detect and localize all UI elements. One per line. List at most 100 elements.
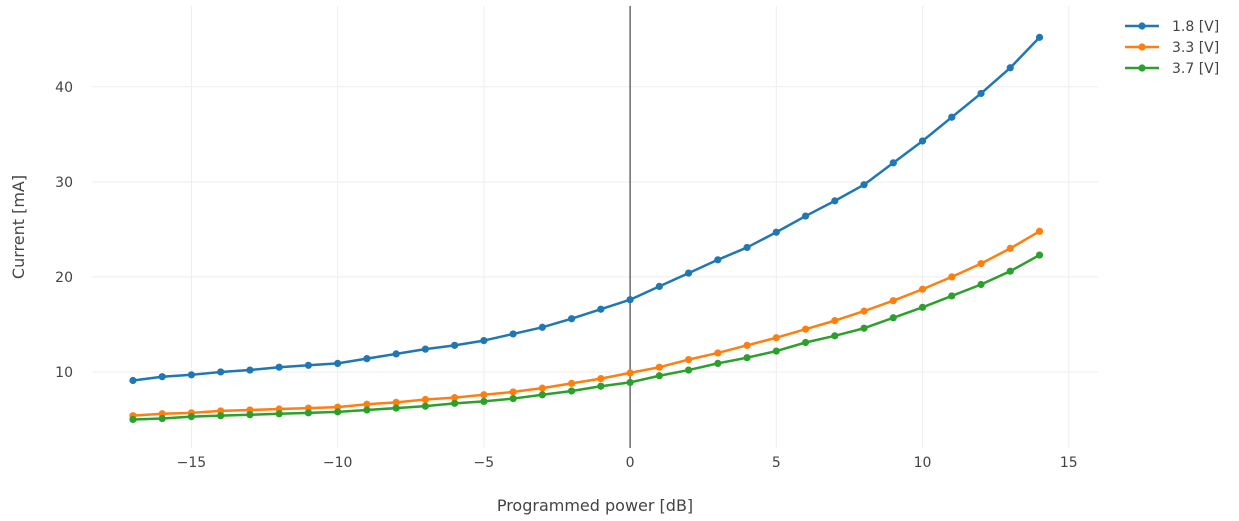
data-point (334, 408, 342, 416)
data-point (684, 356, 693, 364)
legend-label: 3.7 [V] (1172, 61, 1219, 77)
y-tick-label: 10 (55, 365, 73, 381)
y-tick-label: 40 (55, 80, 73, 96)
series-3 (129, 251, 1044, 424)
data-point (538, 323, 546, 331)
data-point (772, 334, 780, 342)
data-point (334, 359, 342, 368)
legend-item[interactable]: 3.7 [V] (1125, 61, 1219, 77)
data-point (860, 324, 868, 332)
data-point (743, 354, 751, 362)
data-point (509, 388, 517, 396)
data-point (977, 280, 985, 289)
data-point (129, 415, 137, 424)
legend[interactable]: 1.8 [V] 3.3 [V] 3.7 [V] (1125, 19, 1219, 77)
series-line (131, 253, 1041, 421)
data-point (246, 366, 254, 374)
x-tick-label: 0 (626, 455, 635, 471)
data-point (187, 371, 196, 379)
data-point (831, 197, 839, 205)
data-point (948, 292, 956, 300)
data-point (421, 395, 429, 404)
data-point (977, 259, 985, 268)
series-2 (129, 227, 1044, 420)
data-point (860, 307, 868, 315)
data-point (1035, 33, 1044, 41)
data-point (801, 338, 810, 347)
x-tick-label: 10 (914, 455, 932, 471)
data-point (918, 137, 927, 145)
data-point (421, 345, 429, 353)
series-line (131, 230, 1041, 417)
data-point (217, 412, 225, 420)
data-point (655, 363, 663, 371)
data-point (626, 296, 634, 304)
data-point (451, 394, 459, 402)
x-tick-label: 15 (1060, 455, 1078, 471)
data-point (714, 359, 722, 368)
data-point (860, 181, 868, 189)
data-point (714, 349, 722, 357)
data-point (451, 399, 459, 407)
y-tick-label: 30 (55, 175, 73, 191)
data-point (129, 376, 137, 385)
x-axis-title: Programmed power [dB] (497, 496, 693, 515)
data-point (626, 378, 634, 387)
data-point (1035, 227, 1044, 235)
series-line (131, 36, 1041, 382)
data-point (597, 375, 605, 383)
legend-label: 1.8 [V] (1172, 19, 1219, 35)
data-point (363, 400, 371, 408)
y-tick-label: 20 (55, 270, 73, 286)
x-tick-labels: −15 −10 −5 0 5 10 15 (177, 455, 1078, 471)
data-point (392, 404, 400, 412)
data-point (714, 256, 722, 264)
data-point (568, 315, 576, 323)
data-point (304, 409, 313, 417)
data-point (217, 368, 225, 376)
data-point (684, 366, 693, 374)
data-point (275, 363, 283, 371)
data-point (275, 410, 283, 418)
data-point (451, 341, 459, 349)
data-point (509, 394, 517, 403)
data-point (948, 113, 956, 121)
data-point (1006, 244, 1014, 252)
data-point (568, 387, 576, 395)
data-point (597, 382, 605, 390)
data-point (509, 330, 517, 338)
data-point (187, 413, 196, 421)
legend-label: 3.3 [V] (1172, 40, 1219, 56)
data-point (684, 269, 693, 277)
x-tick-label: 5 (772, 455, 781, 471)
legend-item[interactable]: 3.3 [V] (1125, 40, 1219, 56)
data-point (480, 397, 488, 406)
grid-lines (92, 6, 1098, 448)
data-point (831, 332, 839, 340)
data-point (743, 243, 751, 252)
data-point (918, 303, 927, 311)
legend-swatch-marker (1138, 64, 1146, 72)
data-point (626, 369, 634, 377)
series-1 (129, 33, 1044, 385)
data-point (246, 411, 254, 419)
data-point (1006, 267, 1014, 275)
data-point (538, 384, 546, 392)
data-point (655, 282, 663, 291)
legend-swatch-marker (1138, 22, 1146, 30)
data-point (801, 212, 810, 220)
y-tick-labels: 10 20 30 40 (55, 80, 73, 381)
data-point (392, 350, 400, 358)
data-point (743, 341, 751, 349)
data-point (568, 379, 576, 387)
data-point (538, 391, 546, 399)
data-point (772, 347, 780, 355)
data-point (1006, 64, 1014, 72)
legend-item[interactable]: 1.8 [V] (1125, 19, 1219, 35)
data-point (363, 355, 371, 363)
legend-swatch-marker (1138, 43, 1146, 51)
x-tick-label: −10 (323, 455, 353, 471)
data-point (421, 402, 429, 410)
data-point (597, 305, 605, 313)
